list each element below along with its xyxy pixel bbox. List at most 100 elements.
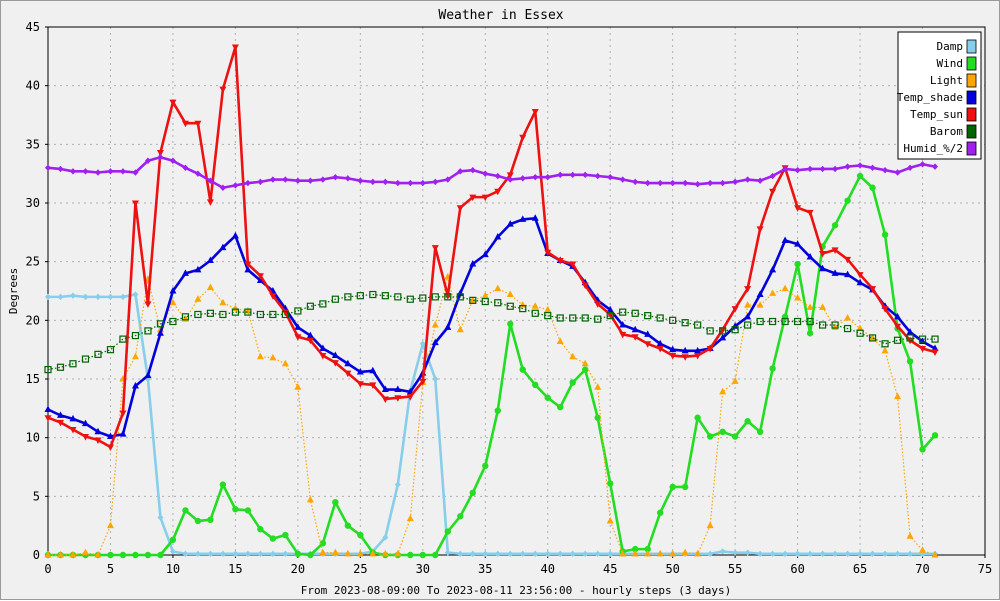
data-point-temp-sun: [669, 353, 677, 360]
data-point-humid-2: [157, 154, 164, 161]
data-point-humid-2: [569, 171, 576, 179]
data-point-humid-2: [507, 176, 514, 183]
data-point-wind: [494, 407, 501, 414]
data-point-barom: [818, 321, 827, 329]
data-point-wind: [457, 513, 464, 520]
data-point-light: [506, 290, 514, 298]
data-point-temp-sun: [881, 306, 889, 313]
data-point-humid-2: [732, 178, 739, 186]
data-point-temp-sun: [681, 354, 689, 361]
data-point-humid-2: [57, 165, 64, 173]
data-point-humid-2: [744, 176, 751, 183]
data-point-damp: [82, 293, 89, 301]
data-point-humid-2: [794, 166, 801, 174]
data-point-damp: [69, 292, 76, 299]
data-point-wind: [569, 379, 576, 386]
data-point-humid-2: [682, 179, 689, 187]
data-point-wind: [157, 551, 164, 559]
data-point-temp-shade: [144, 371, 152, 378]
data-point-barom: [881, 340, 889, 348]
data-point-light: [169, 298, 177, 306]
grid-lines: [48, 27, 985, 555]
x-tick-label: 75: [978, 562, 992, 576]
data-point-light: [669, 549, 677, 557]
data-point-temp-sun: [56, 419, 64, 427]
data-point-light: [294, 383, 302, 390]
data-point-humid-2: [69, 168, 76, 175]
data-point-humid-2: [394, 179, 401, 187]
data-point-wind: [731, 433, 739, 440]
data-point-temp-sun: [406, 394, 414, 401]
data-point-barom: [744, 321, 752, 329]
data-point-wind: [744, 418, 751, 425]
data-point-temp-shade: [719, 333, 727, 341]
data-point-humid-2: [832, 165, 839, 173]
data-point-temp-shade: [656, 339, 664, 347]
data-point-humid-2: [169, 157, 176, 164]
x-tick-label: 45: [603, 562, 617, 576]
data-point-temp-sun: [131, 200, 139, 207]
data-point-temp-shade: [506, 220, 514, 227]
data-point-temp-sun: [294, 334, 302, 341]
data-point-wind: [681, 483, 689, 491]
data-point-temp-shade: [844, 270, 852, 278]
data-point-barom: [918, 335, 927, 343]
data-point-damp: [769, 550, 776, 558]
data-point-barom: [594, 315, 602, 323]
data-point-temp-sun: [919, 345, 927, 353]
data-point-damp: [582, 550, 589, 558]
data-point-light: [69, 551, 77, 558]
data-point-wind: [919, 446, 926, 453]
data-point-temp-shade: [631, 325, 639, 333]
data-point-light: [381, 549, 389, 557]
data-point-temp-sun: [731, 306, 739, 313]
data-point-damp: [432, 375, 439, 383]
data-point-humid-2: [607, 173, 614, 181]
data-point-temp-shade: [319, 344, 327, 351]
data-point-humid-2: [382, 178, 389, 186]
data-point-damp: [832, 550, 839, 558]
data-point-barom: [456, 293, 464, 301]
data-point-temp-sun: [756, 226, 764, 233]
data-point-light: [131, 352, 139, 360]
y-tick-label: 5: [33, 489, 40, 503]
data-point-wind: [469, 489, 476, 497]
data-point-temp-shade: [856, 278, 864, 286]
data-point-wind: [482, 462, 489, 470]
y-tick-label: 45: [26, 20, 40, 34]
y-tick-label: 25: [26, 255, 40, 269]
data-point-wind: [344, 522, 352, 529]
data-point-damp: [482, 550, 489, 558]
data-point-light: [894, 392, 902, 400]
x-tick-label: 10: [166, 562, 180, 576]
data-point-humid-2: [207, 177, 214, 184]
data-point-light: [856, 324, 864, 332]
data-point-damp: [794, 550, 801, 558]
data-point-temp-shade: [381, 385, 389, 393]
data-point-barom: [719, 327, 727, 335]
data-point-temp-sun: [319, 353, 327, 360]
y-axis-label: Degrees: [7, 268, 20, 314]
data-point-temp-shade: [69, 414, 77, 422]
data-point-temp-sun: [531, 108, 539, 116]
data-point-barom: [831, 321, 839, 329]
data-point-light: [281, 359, 289, 367]
data-point-barom: [294, 307, 302, 315]
data-point-wind: [119, 551, 127, 559]
data-point-temp-sun: [494, 188, 502, 196]
legend-label: Wind: [937, 57, 964, 70]
data-point-humid-2: [282, 176, 289, 183]
data-point-damp: [57, 293, 64, 301]
data-point-temp-sun: [719, 327, 727, 334]
x-tick-label: 70: [915, 562, 929, 576]
data-point-temp-sun: [556, 257, 564, 265]
x-tick-label: 60: [790, 562, 804, 576]
data-point-barom: [519, 305, 527, 313]
data-point-barom: [469, 296, 477, 304]
data-point-wind: [419, 551, 426, 559]
data-point-barom: [94, 350, 102, 358]
data-point-barom: [569, 314, 577, 322]
legend-label: Humid_%/2: [903, 142, 963, 155]
data-point-humid-2: [694, 181, 701, 188]
data-point-temp-sun: [706, 345, 714, 353]
